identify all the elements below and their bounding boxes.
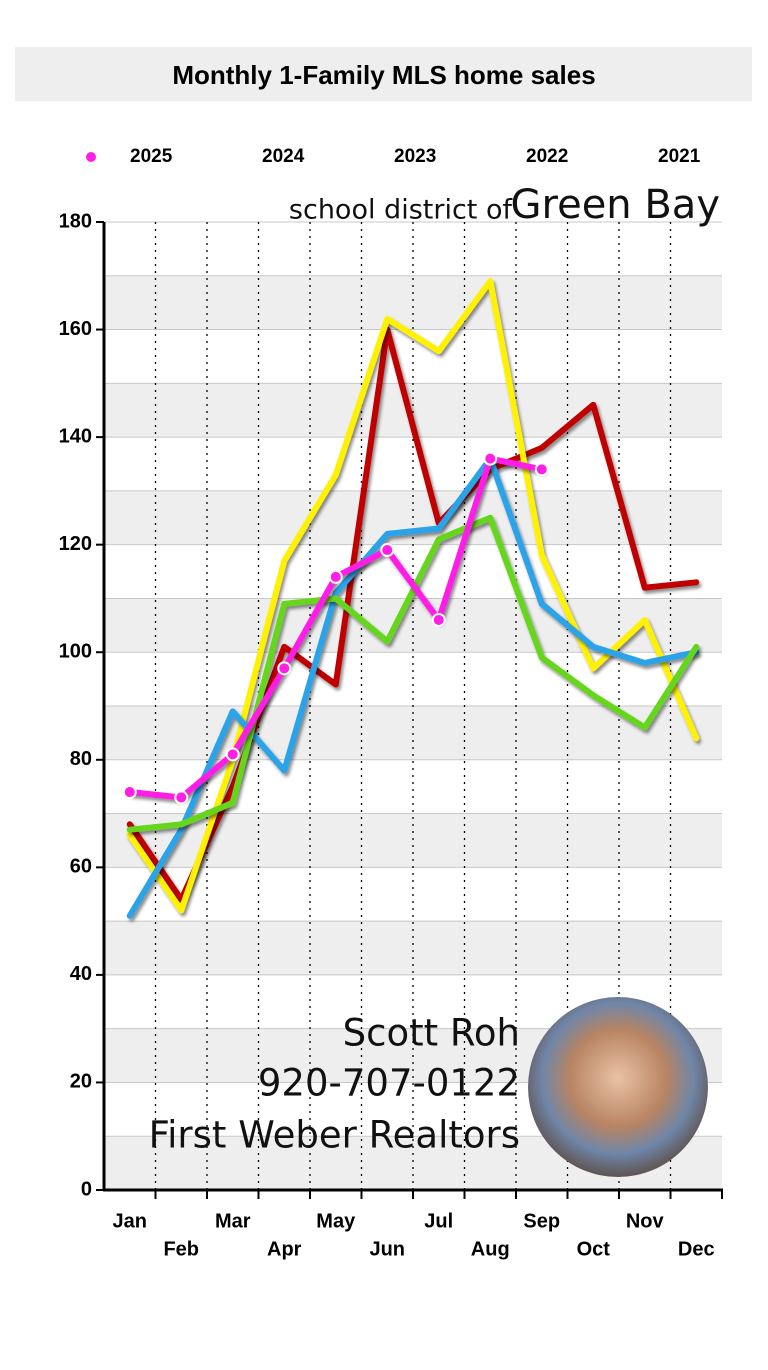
x-tick-label: Jul [424,1210,453,1232]
series-line [126,514,700,833]
y-tick-label: 20 [70,1071,92,1093]
contact-name: Scott Roh [343,1012,520,1055]
y-tick-label: 40 [70,963,92,985]
x-tick-label: Sep [523,1210,560,1232]
x-tick-label: Jan [113,1210,147,1232]
grid-band [104,706,722,760]
annotation: Green Bay [511,182,720,228]
agent-photo [528,997,708,1177]
x-tick-label: Apr [267,1238,302,1260]
x-tick-label: Dec [678,1238,715,1260]
annotation: school district of [289,195,514,226]
contact-company: First Weber Realtors [149,1114,520,1157]
y-tick-label: 180 [59,210,92,232]
y-tick-label: 160 [59,318,92,340]
y-tick-label: 100 [59,641,92,663]
data-point [534,462,549,477]
series-line [126,455,700,919]
legend: 2025 2024 2023 2022 2021 [60,146,701,167]
x-tick-label: Nov [626,1210,665,1232]
chart-title: Monthly 1-Family MLS home sales [172,60,595,90]
data-point [431,612,446,627]
y-tick-label: 120 [59,533,92,555]
contact-phone: 920-707-0122 [258,1062,520,1105]
data-point [380,543,395,558]
legend-label: 2023 [394,146,436,167]
legend-marker [84,150,98,164]
y-tick-label: 140 [59,425,92,447]
x-tick-label: May [316,1210,356,1232]
y-tick-label: 80 [70,748,92,770]
data-point [328,569,343,584]
data-point [122,785,137,800]
legend-label: 2025 [130,146,173,167]
legend-label: 2022 [526,146,568,167]
x-tick-label: Mar [215,1210,251,1232]
data-point [225,747,240,762]
y-tick-label: 60 [70,856,92,878]
data-point [277,661,292,676]
x-tick-label: Aug [471,1238,510,1260]
x-tick-label: Feb [163,1238,199,1260]
title-bar [15,47,752,101]
series-line [126,278,700,914]
data-point [174,790,189,805]
x-tick-label: Oct [577,1238,611,1260]
y-tick-label: 0 [81,1178,92,1200]
x-tick-label: Jun [369,1238,405,1260]
data-point [483,451,498,466]
legend-label: 2021 [658,146,701,167]
grid-band [104,598,722,653]
legend-label: 2024 [262,146,305,167]
